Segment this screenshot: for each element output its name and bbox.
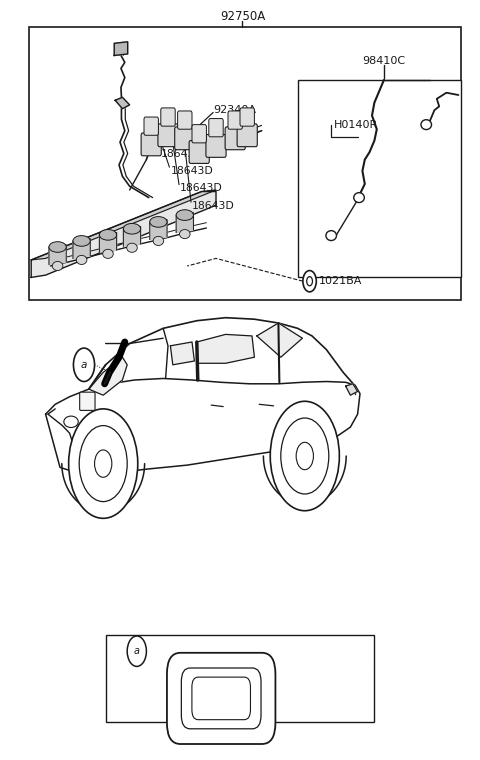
Polygon shape <box>46 378 360 475</box>
Ellipse shape <box>153 236 164 245</box>
Bar <box>298 80 461 277</box>
FancyBboxPatch shape <box>167 653 276 744</box>
Circle shape <box>296 442 313 470</box>
Circle shape <box>95 450 112 477</box>
Ellipse shape <box>180 230 190 239</box>
Circle shape <box>281 418 329 494</box>
Text: 18643D: 18643D <box>192 201 235 211</box>
Circle shape <box>303 271 316 292</box>
Polygon shape <box>49 245 66 264</box>
Polygon shape <box>31 190 216 260</box>
Text: 18643D: 18643D <box>180 183 223 194</box>
Text: 98410C: 98410C <box>362 55 406 66</box>
Ellipse shape <box>52 261 63 271</box>
Text: 18643D: 18643D <box>170 166 213 176</box>
Ellipse shape <box>127 243 137 252</box>
Circle shape <box>307 277 312 286</box>
Polygon shape <box>170 342 194 365</box>
Polygon shape <box>73 239 90 258</box>
Text: 18643D: 18643D <box>161 148 204 159</box>
FancyBboxPatch shape <box>158 124 178 147</box>
FancyBboxPatch shape <box>144 117 158 135</box>
Text: 84148: 84148 <box>256 644 296 657</box>
FancyBboxPatch shape <box>175 127 195 150</box>
Circle shape <box>79 426 127 502</box>
Polygon shape <box>346 384 358 395</box>
FancyBboxPatch shape <box>209 119 223 137</box>
FancyBboxPatch shape <box>80 392 95 410</box>
Ellipse shape <box>176 210 193 220</box>
Ellipse shape <box>421 119 432 130</box>
FancyBboxPatch shape <box>237 124 257 147</box>
FancyBboxPatch shape <box>178 111 192 129</box>
Circle shape <box>127 636 146 667</box>
FancyBboxPatch shape <box>206 135 226 157</box>
Circle shape <box>270 401 339 511</box>
Bar <box>29 27 461 300</box>
Circle shape <box>69 409 138 518</box>
Ellipse shape <box>123 223 141 234</box>
FancyBboxPatch shape <box>161 108 175 126</box>
Polygon shape <box>31 192 216 277</box>
FancyBboxPatch shape <box>141 133 161 156</box>
Polygon shape <box>257 323 302 357</box>
Polygon shape <box>99 233 117 252</box>
Polygon shape <box>123 226 141 246</box>
Ellipse shape <box>49 242 66 252</box>
Ellipse shape <box>99 230 117 240</box>
FancyBboxPatch shape <box>189 141 209 163</box>
FancyBboxPatch shape <box>228 111 242 129</box>
Ellipse shape <box>150 217 167 227</box>
Ellipse shape <box>76 255 87 264</box>
Polygon shape <box>176 213 193 233</box>
Polygon shape <box>89 357 127 395</box>
Ellipse shape <box>103 249 113 258</box>
Ellipse shape <box>64 416 78 427</box>
FancyBboxPatch shape <box>225 127 245 150</box>
FancyBboxPatch shape <box>181 668 261 729</box>
FancyBboxPatch shape <box>240 108 254 126</box>
Text: 1021BA: 1021BA <box>319 276 362 287</box>
Ellipse shape <box>73 236 90 246</box>
Circle shape <box>73 348 95 382</box>
Bar <box>106 635 374 722</box>
Text: 92340A: 92340A <box>214 105 257 116</box>
Ellipse shape <box>326 231 336 241</box>
Text: a: a <box>134 646 140 656</box>
FancyBboxPatch shape <box>192 677 251 720</box>
Polygon shape <box>150 220 167 239</box>
Polygon shape <box>115 97 130 109</box>
Text: 92750A: 92750A <box>220 10 265 24</box>
Polygon shape <box>114 42 128 55</box>
FancyBboxPatch shape <box>192 125 206 143</box>
Text: H0140R: H0140R <box>334 120 378 131</box>
Ellipse shape <box>354 192 364 203</box>
Polygon shape <box>197 334 254 363</box>
Text: a: a <box>81 359 87 370</box>
